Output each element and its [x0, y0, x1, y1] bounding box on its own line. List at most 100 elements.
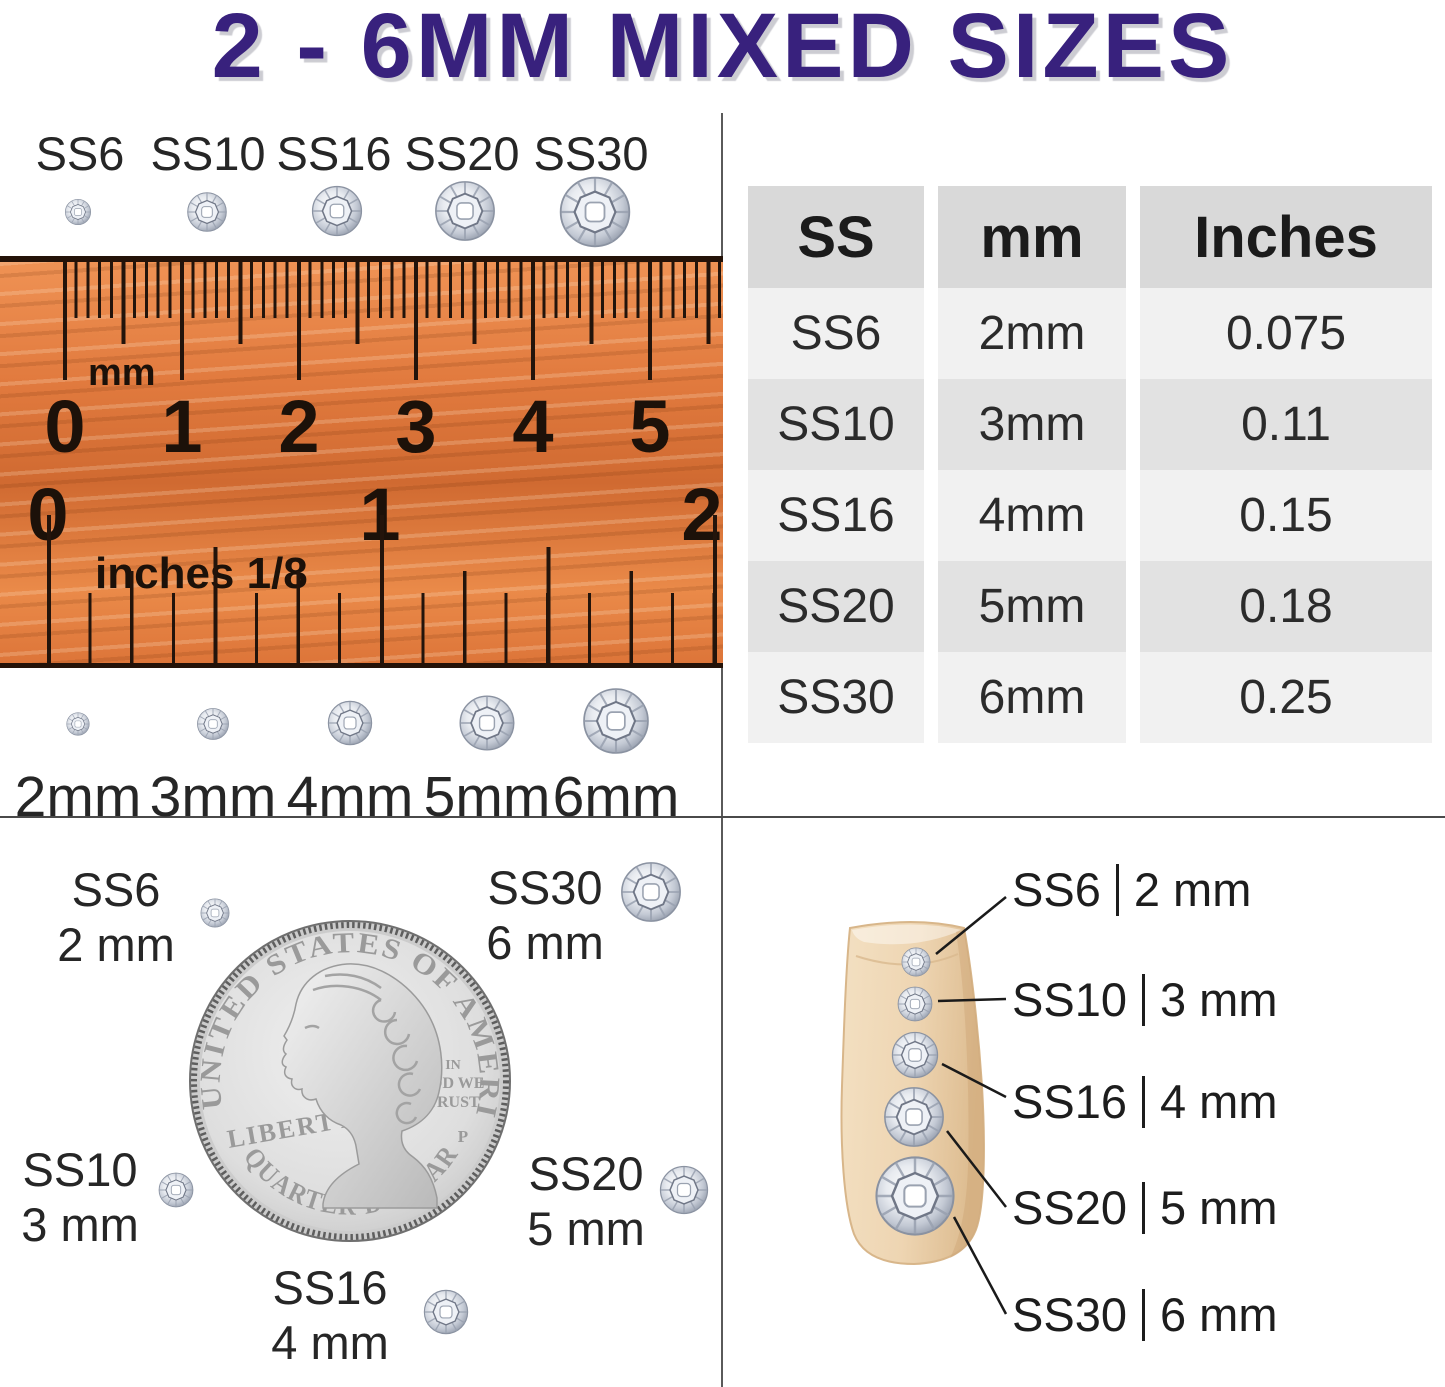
- ss-code: SS20: [528, 1147, 644, 1200]
- mm-value: 4 mm: [271, 1316, 389, 1369]
- rhinestone-gem-coin-ss20: [659, 1165, 709, 1215]
- ss-code: SS6: [1012, 863, 1101, 916]
- rhinestone-gem-2mm: [66, 712, 90, 736]
- coin-size-label-ss20: SS20 5 mm: [527, 1146, 645, 1256]
- vertical-divider: [721, 113, 723, 1387]
- ss-size-label: SS20: [404, 127, 520, 180]
- mm-number: 2: [278, 385, 320, 468]
- mm-value: 2 mm: [57, 918, 175, 971]
- bust-hair-curls: [304, 973, 422, 1125]
- table-cell: SS20: [748, 561, 924, 652]
- rhinestone-gem-ss16: [311, 185, 363, 237]
- mm-number: 5: [629, 385, 671, 468]
- rhinestone-gem-coin-ss6: [200, 898, 230, 928]
- rhinestone-gem-nail-ss6: [901, 947, 931, 977]
- ss-size-label: SS6: [35, 127, 125, 180]
- rhinestone-gem-nail-ss16: [891, 1031, 939, 1079]
- coin-motto-line: TRUST: [426, 1094, 480, 1111]
- nail-size-label-ss10: SS10 3 mm: [1012, 972, 1277, 1027]
- rhinestone-gem-coin-ss30: [620, 861, 682, 923]
- mm-value: 6 mm: [486, 916, 604, 969]
- rhinestone-gem-4mm: [327, 700, 373, 746]
- ss-code: SS30: [487, 861, 603, 914]
- ss-code: SS10: [22, 1143, 138, 1196]
- horizontal-divider: [0, 816, 1445, 818]
- quarter-coin: UNITED STATES OF AMERICA QUARTER DOLLAR …: [185, 916, 511, 1242]
- size-conversion-table: SS mm Inches SS6 2mm 0.075 SS10 3mm 0.11…: [748, 186, 1432, 743]
- mm-value: 3 mm: [1159, 973, 1278, 1026]
- rhinestone-gem-ss6: [65, 199, 92, 226]
- rhinestone-gem-ss10: [187, 192, 228, 233]
- mm-number: 3: [395, 385, 437, 468]
- coin-size-label-ss30: SS30 6 mm: [486, 860, 604, 970]
- ss-code: SS16: [272, 1261, 388, 1314]
- table-cell: 6mm: [938, 652, 1126, 743]
- table-cell: 0.15: [1140, 470, 1432, 561]
- separator-bar: [1141, 1181, 1145, 1234]
- ss-size-label: SS10: [150, 127, 266, 180]
- rhinestone-gem-6mm: [582, 687, 650, 755]
- separator-bar: [1141, 1075, 1145, 1128]
- coin-mint-mark: P: [458, 1127, 468, 1146]
- separator-bar: [1141, 973, 1145, 1026]
- table-cell: 0.075: [1140, 288, 1432, 379]
- mm-value: 5 mm: [527, 1202, 645, 1255]
- mm-size-label: 5mm: [423, 765, 551, 829]
- nail-size-label-ss6: SS6 2 mm: [1012, 862, 1251, 917]
- ss-code: SS30: [1012, 1288, 1127, 1341]
- rhinestone-gem-nail-ss20: [883, 1086, 945, 1148]
- rhinestone-gem-ss30: [559, 176, 632, 249]
- mm-number: 4: [512, 385, 554, 468]
- mm-number: 0: [44, 385, 86, 468]
- rhinestone-gem-5mm: [459, 695, 516, 752]
- mm-tick-marks: [62, 262, 723, 392]
- mm-value: 4 mm: [1159, 1075, 1278, 1128]
- coin-size-label-ss16: SS16 4 mm: [271, 1260, 389, 1370]
- table-cell: SS10: [748, 379, 924, 470]
- table-cell: 3mm: [938, 379, 1126, 470]
- ss-code: SS10: [1012, 973, 1127, 1026]
- washington-bust: [281, 963, 443, 1209]
- nail-size-label-ss16: SS16 4 mm: [1012, 1074, 1277, 1129]
- rhinestone-gem-coin-ss10: [158, 1172, 194, 1208]
- ruler: mm 0 1 2 3 4 5 0 1 2 inches 1/8: [0, 256, 723, 668]
- mm-value: 6 mm: [1159, 1288, 1278, 1341]
- nail-size-label-ss20: SS20 5 mm: [1012, 1180, 1277, 1235]
- ss-code: SS16: [1012, 1075, 1127, 1128]
- table-cell: 2mm: [938, 288, 1126, 379]
- table-header-inches: Inches: [1140, 186, 1432, 288]
- rhinestone-gem-nail-ss30: [874, 1155, 956, 1237]
- table-cell: 5mm: [938, 561, 1126, 652]
- table-cell: SS30: [748, 652, 924, 743]
- mm-unit-label: mm: [88, 352, 156, 394]
- mm-value: 2 mm: [1133, 863, 1252, 916]
- nail-highlight: [852, 924, 962, 945]
- ss-code: SS20: [1012, 1181, 1127, 1234]
- ss-size-label: SS30: [533, 127, 649, 180]
- ss-code: SS6: [71, 863, 161, 916]
- rhinestone-gem-nail-ss10: [897, 986, 933, 1022]
- table-header-ss: SS: [748, 186, 924, 288]
- mm-size-label: 4mm: [286, 765, 414, 829]
- separator-bar: [1115, 863, 1119, 916]
- table-cell: 0.11: [1140, 379, 1432, 470]
- rhinestone-gem-coin-ss16: [423, 1289, 469, 1335]
- separator-bar: [1141, 1288, 1145, 1341]
- table-cell: 0.25: [1140, 652, 1432, 743]
- mm-value: 3 mm: [21, 1198, 139, 1251]
- table-cell: SS6: [748, 288, 924, 379]
- mm-size-label: 6mm: [552, 765, 680, 829]
- ss-size-label: SS16: [276, 127, 392, 180]
- rhinestone-gem-3mm: [197, 708, 230, 741]
- table-cell: SS16: [748, 470, 924, 561]
- nail-size-label-ss30: SS30 6 mm: [1012, 1287, 1277, 1342]
- inch-tick-marks: [46, 513, 723, 663]
- mm-number: 1: [161, 385, 203, 468]
- page-title: 2 - 6MM MIXED SIZES: [211, 0, 1234, 97]
- coin-size-label-ss10: SS10 3 mm: [21, 1142, 139, 1252]
- coin-motto-line: IN: [445, 1058, 461, 1073]
- table-header-mm: mm: [938, 186, 1126, 288]
- coin-size-label-ss6: SS6 2 mm: [57, 862, 175, 972]
- mm-value: 5 mm: [1159, 1181, 1278, 1234]
